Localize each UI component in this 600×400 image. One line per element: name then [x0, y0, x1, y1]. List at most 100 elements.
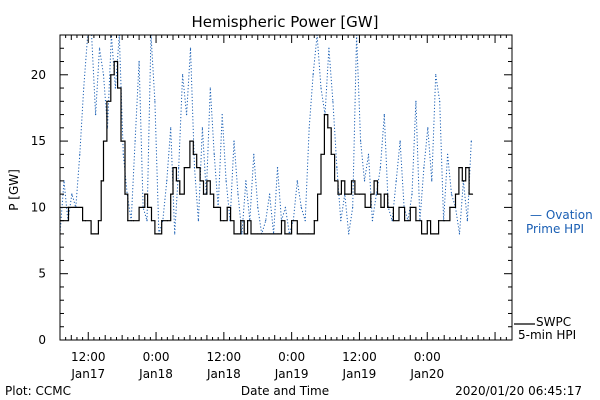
swpc-data-point	[468, 193, 470, 195]
x-tick-date-label: Jan18	[206, 367, 241, 381]
swpc-data-point	[373, 180, 375, 182]
x-tick-time-label: 12:00	[207, 350, 242, 364]
ovation-data-point	[201, 127, 203, 129]
ovation-data-point	[411, 193, 413, 195]
swpc-data-point	[354, 193, 356, 195]
legend-swpc-line1: SWPC	[536, 315, 571, 329]
swpc-data-point	[219, 220, 222, 222]
swpc-data-point	[90, 233, 92, 235]
swpc-data-point	[196, 167, 198, 169]
ovation-data-point	[383, 113, 385, 116]
ovation-data-point	[134, 140, 136, 142]
swpc-data-point	[161, 220, 163, 222]
swpc-data-point	[296, 233, 298, 235]
swpc-data-point	[280, 220, 283, 222]
ovation-data-point	[300, 206, 302, 208]
ovation-data-point	[435, 74, 437, 76]
ovation-data-point	[98, 47, 101, 49]
y-tick-label: 15	[31, 134, 46, 148]
swpc-data-point	[183, 167, 185, 169]
plot-timestamp: 2020/01/20 06:45:17	[455, 384, 582, 398]
ovation-data-point	[178, 167, 180, 169]
swpc-data-point	[277, 233, 279, 235]
ovation-data-point	[427, 127, 429, 129]
ovation-data-point	[332, 100, 334, 102]
y-axis-ticks: 0 5 10 15 20	[31, 34, 512, 347]
swpc-data-point	[274, 233, 276, 235]
y-axis-label: P [GW]	[7, 169, 21, 211]
ovation-data-point	[257, 206, 259, 208]
ovation-data-point	[122, 153, 124, 155]
swpc-data-point	[430, 233, 432, 235]
ovation-data-point	[154, 100, 156, 102]
ovation-data-point	[296, 180, 298, 182]
x-tick-time-label: 0:00	[414, 350, 441, 364]
ovation-data-point	[308, 127, 310, 129]
swpc-data-point	[454, 193, 457, 195]
x-tick-time-label: 12:00	[342, 350, 377, 364]
ovation-data-point	[233, 140, 235, 142]
ovation-data-point	[284, 206, 287, 208]
swpc-data-point	[179, 193, 181, 195]
swpc-data-point	[337, 193, 339, 195]
swpc-data-point	[426, 220, 428, 222]
ovation-data-point	[166, 180, 168, 182]
ovation-data-point	[253, 153, 255, 155]
ovation-data-point	[189, 47, 192, 49]
swpc-data-point	[124, 193, 126, 195]
ovation-data-point	[423, 167, 425, 169]
legend-swpc-line2: 5-min HPI	[518, 328, 576, 342]
ovation-data-point	[399, 140, 401, 142]
ovation-data-point	[320, 87, 322, 89]
swpc-data-point	[106, 100, 108, 102]
swpc-data-point	[102, 140, 105, 142]
swpc-data-point	[376, 193, 379, 195]
swpc-data-point	[97, 220, 100, 222]
swpc-data-point	[172, 167, 174, 169]
swpc-data-point	[100, 180, 102, 182]
series-swpc-hpi	[60, 60, 474, 235]
ovation-data-point	[352, 206, 354, 208]
x-axis-label: Date and Time	[241, 384, 329, 398]
ovation-data-point	[94, 113, 97, 116]
ovation-data-point	[197, 220, 200, 222]
ovation-data-point	[174, 233, 176, 235]
ovation-data-point	[367, 153, 370, 155]
x-tick-time-label: 0:00	[278, 350, 305, 364]
swpc-data-point	[415, 220, 417, 222]
swpc-data-point	[67, 206, 70, 208]
ovation-data-point	[79, 153, 81, 155]
chart-title: Hemispheric Power [GW]	[192, 13, 379, 31]
x-tick-date-label: Jan20	[409, 367, 444, 381]
swpc-data-point	[262, 233, 264, 235]
swpc-data-point	[370, 193, 372, 195]
ovation-data-point	[114, 87, 116, 89]
y-tick-label: 0	[38, 333, 46, 347]
swpc-data-point	[333, 180, 336, 182]
swpc-data-point	[213, 206, 215, 208]
swpc-data-point	[443, 220, 445, 222]
swpc-data-point	[350, 180, 353, 182]
legend-ovation: — Ovation Prime HPI	[526, 208, 593, 236]
swpc-data-point	[132, 220, 135, 222]
x-axis-ticks: 12:00 Jan17 0:00 Jan18 12:00 Jan18 0:00 Jan19 12…	[59, 35, 513, 381]
ovation-data-point	[375, 193, 377, 195]
ovation-data-point	[336, 167, 338, 169]
ovation-data-point	[170, 127, 172, 129]
ovation-data-point	[276, 167, 279, 169]
swpc-data-point	[340, 180, 342, 182]
swpc-data-point	[437, 220, 440, 222]
swpc-data-point	[189, 140, 191, 142]
legend-swpc: SWPC 5-min HPI	[514, 315, 576, 342]
ovation-data-point	[241, 233, 243, 235]
swpc-data-point	[154, 233, 156, 235]
swpc-data-point	[409, 206, 411, 208]
ovation-data-point	[102, 74, 105, 76]
x-tick-date-label: Jan19	[274, 367, 309, 381]
swpc-data-point	[291, 220, 293, 222]
ovation-data-point	[363, 180, 366, 182]
ovation-data-point	[379, 167, 381, 169]
x-tick-time-label: 12:00	[71, 350, 106, 364]
ovation-data-point	[225, 180, 227, 182]
legend-ovation-line2: Prime HPI	[526, 222, 584, 236]
